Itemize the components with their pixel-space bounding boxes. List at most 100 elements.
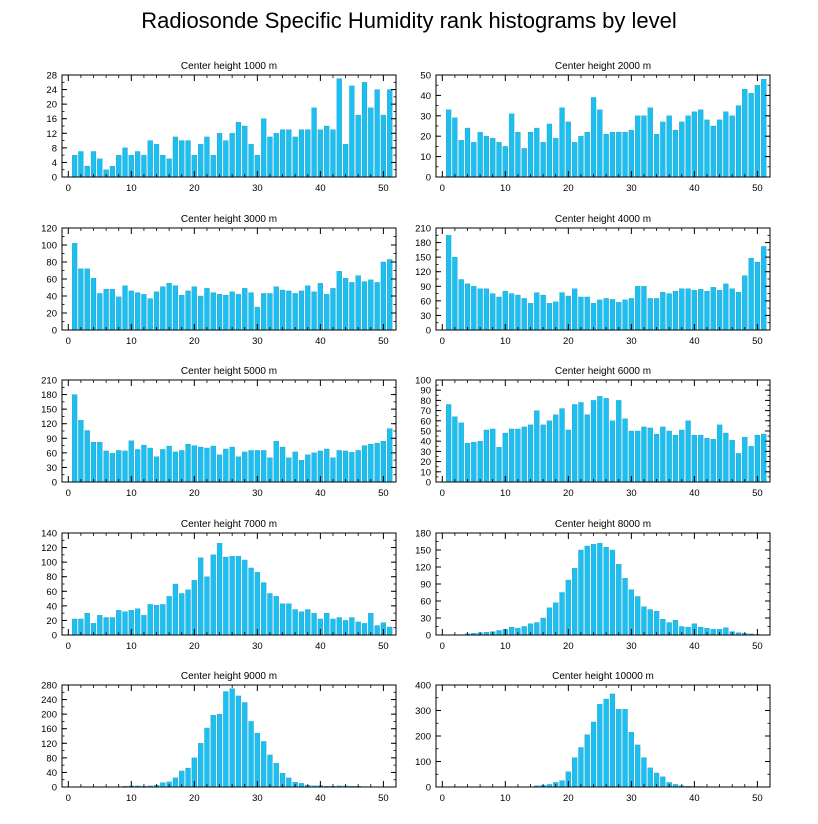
panel-9: Center height 9000 m04080120160200240280… [41, 671, 397, 804]
bar [380, 114, 387, 178]
y-tick-label: 0 [52, 478, 57, 489]
bar [490, 428, 496, 483]
bar [628, 129, 634, 178]
bar [261, 450, 267, 483]
bar [509, 113, 515, 178]
bar [578, 296, 584, 331]
panel-3: Center height 3000 m 0 20 40 60 80 100 120 0 10 20… [41, 214, 397, 347]
bar [229, 291, 235, 331]
bar [160, 449, 166, 483]
y-tick-label: 20 [420, 457, 431, 468]
y-tick-label: 240 [41, 695, 57, 706]
x-tick-label: 30 [252, 183, 263, 194]
bar [298, 611, 305, 636]
bar [761, 246, 767, 331]
bar [729, 288, 735, 331]
bar [641, 286, 647, 331]
bar [122, 450, 128, 483]
bar [716, 119, 723, 178]
bar [609, 299, 616, 331]
x-tick-label: 0 [440, 183, 445, 194]
plot-frame [435, 684, 771, 788]
bar [521, 148, 527, 178]
bar [109, 165, 116, 178]
bar [223, 691, 229, 788]
bar [166, 445, 172, 483]
bar [349, 282, 355, 331]
bar [679, 121, 685, 178]
bar [223, 294, 229, 331]
x-tick-label: 20 [563, 183, 574, 194]
y-tick-label: 20 [46, 100, 57, 111]
bar [628, 430, 634, 483]
bar [355, 275, 361, 331]
bar [597, 299, 603, 331]
bar [698, 434, 704, 483]
y-tick-label: 60 [46, 587, 57, 598]
y-tick-label: 70 [420, 406, 431, 417]
y-tick-label: 80 [46, 572, 57, 583]
bar [635, 596, 641, 636]
bar [572, 567, 578, 636]
x-tick-label: 10 [126, 641, 137, 652]
bar [122, 611, 128, 636]
bar [698, 109, 704, 178]
bar [292, 293, 298, 331]
bar [374, 625, 380, 636]
bar [698, 289, 704, 331]
bar [723, 432, 729, 483]
bar [704, 119, 710, 178]
bar [361, 281, 368, 331]
panel-title: Center height 1000 m [181, 61, 277, 72]
bar [216, 454, 223, 483]
x-tick-label: 20 [189, 641, 200, 652]
x-tick-label: 10 [126, 336, 137, 347]
bar [748, 257, 754, 331]
bar [458, 140, 464, 178]
bar [279, 129, 286, 178]
bar [330, 457, 336, 483]
y-tick-label: 60 [420, 416, 431, 427]
bar [336, 450, 342, 483]
y-tick-label: 20 [46, 616, 57, 627]
bar [445, 404, 452, 483]
bar [261, 582, 267, 636]
bar [305, 454, 311, 483]
bar [349, 452, 355, 483]
bar [546, 607, 553, 636]
bar [477, 441, 483, 483]
y-tick-label: 100 [415, 376, 431, 387]
bar [685, 115, 691, 178]
bar [198, 743, 204, 788]
x-tick-label: 30 [252, 336, 263, 347]
bar [698, 626, 704, 636]
bar [559, 107, 565, 178]
bar [452, 416, 458, 483]
bar [135, 608, 141, 636]
bar [660, 426, 666, 483]
y-tick-label: 8 [52, 143, 57, 154]
bar [305, 129, 311, 178]
bar [666, 430, 672, 483]
bar [311, 107, 317, 178]
y-tick-label: 210 [41, 376, 57, 387]
x-tick-label: 0 [66, 183, 71, 194]
bar [204, 727, 210, 788]
bar [387, 428, 393, 483]
bar [153, 604, 160, 636]
bar [578, 747, 584, 788]
bar [464, 127, 471, 178]
x-tick-label: 40 [689, 183, 700, 194]
bar [204, 447, 210, 483]
bar [559, 292, 565, 331]
y-tick-label: 120 [41, 419, 57, 430]
bar [160, 286, 166, 331]
bar [267, 457, 273, 483]
x-tick-label: 40 [315, 183, 326, 194]
bar [584, 545, 590, 636]
bar [97, 442, 103, 483]
y-tick-label: 30 [420, 111, 431, 122]
panel-1: Center height 1000 m 0 4 8 12 16 20 24 28 0 10 20 30… [46, 61, 397, 194]
y-tick-label: 150 [415, 253, 431, 264]
bar [452, 117, 458, 178]
